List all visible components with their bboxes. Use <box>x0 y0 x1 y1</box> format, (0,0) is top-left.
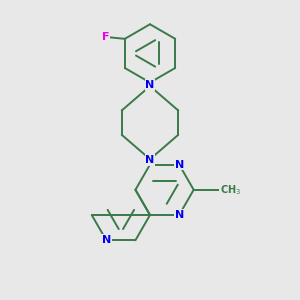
Text: N: N <box>146 155 154 165</box>
Text: N: N <box>175 160 184 170</box>
Text: N: N <box>175 210 184 220</box>
Text: N: N <box>146 80 154 90</box>
Text: CH$_3$: CH$_3$ <box>220 183 241 197</box>
Text: N: N <box>102 235 111 245</box>
Text: F: F <box>102 32 109 42</box>
